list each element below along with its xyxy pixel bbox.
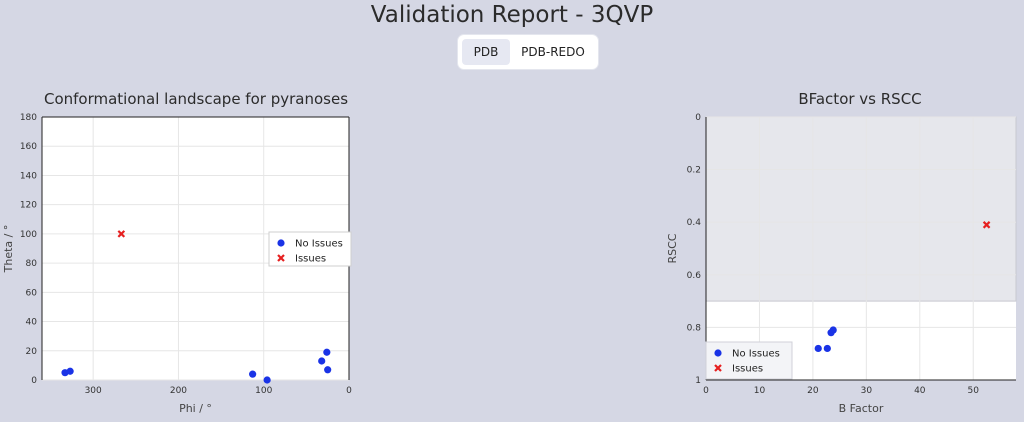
- x-tick-label: 20: [807, 386, 819, 396]
- legend-label: No Issues: [732, 349, 780, 360]
- x-tick-label: 0: [703, 386, 709, 396]
- y-tick-label: 0: [695, 113, 701, 123]
- x-tick-label: 30: [861, 386, 873, 396]
- data-point: [318, 357, 326, 365]
- y-axis-title: RSCC: [666, 233, 679, 263]
- data-point: [263, 376, 271, 384]
- legend-marker: [277, 239, 285, 247]
- data-point: [829, 326, 837, 334]
- shaded-region: [705, 116, 1017, 302]
- y-tick-label: 140: [20, 171, 37, 181]
- legend-label: Issues: [295, 254, 326, 265]
- y-tick-label: 0.2: [687, 166, 701, 176]
- bfactor-rscc-chart: BFactor vs RSCC 0 10 20 30 40 50 0 0.2 0.4 0.6 0.8 1…: [666, 90, 1017, 415]
- marker-stroke: [714, 364, 722, 372]
- conformational-landscape-chart: Conformational landscape for pyranoses 30…: [2, 90, 352, 415]
- marker-stroke: [982, 221, 991, 229]
- x-tick-label: 0: [346, 386, 352, 396]
- data-point: [814, 344, 822, 353]
- y-tick-label: 40: [26, 318, 38, 328]
- x-axis-title: B Factor: [839, 402, 884, 415]
- y-tick-label: 160: [20, 142, 37, 152]
- legend-marker: [277, 254, 285, 262]
- y-tick-label: 180: [20, 113, 37, 123]
- y-tick-label: 0.4: [687, 218, 702, 228]
- x-axis-title: Phi / °: [179, 402, 212, 415]
- page-title: Validation Report - 3QVP: [370, 2, 654, 28]
- y-tick-label: 0: [31, 376, 37, 386]
- y-tick-label: 1: [695, 376, 701, 386]
- y-tick-label: 120: [20, 201, 37, 211]
- y-tick-label: 0.8: [687, 323, 702, 333]
- chart-title: Conformational landscape for pyranoses: [44, 90, 348, 108]
- y-tick-label: 20: [26, 347, 38, 357]
- tab-pdb-redo[interactable]: PDB-REDO: [521, 45, 585, 59]
- legend-marker: [714, 349, 722, 357]
- issue-point: [117, 230, 126, 238]
- data-point: [823, 344, 831, 353]
- issue-point: [982, 221, 991, 229]
- y-tick-label: 100: [20, 230, 37, 240]
- marker-stroke: [277, 254, 285, 262]
- series-issues: [982, 221, 991, 229]
- x-tick-label: 300: [85, 386, 102, 396]
- y-axis-title: Theta / °: [2, 225, 15, 274]
- tab-pdb[interactable]: PDB: [462, 39, 510, 65]
- marker-stroke: [117, 230, 126, 238]
- source-tabs: PDB PDB-REDO: [458, 35, 598, 69]
- legend-label: Issues: [732, 364, 763, 375]
- data-point: [249, 370, 257, 378]
- data-point: [323, 348, 331, 356]
- x-tick-label: 100: [255, 386, 272, 396]
- legend-label: No Issues: [295, 239, 343, 250]
- x-tick-label: 50: [968, 386, 980, 396]
- y-tick-label: 0.6: [687, 271, 702, 281]
- y-tick-label: 60: [26, 288, 38, 298]
- x-tick-label: 200: [170, 386, 187, 396]
- series-issues: [117, 230, 126, 238]
- data-point: [66, 367, 74, 375]
- legend-box: [705, 341, 793, 380]
- legend-marker: [714, 364, 722, 372]
- y-tick-label: 80: [26, 259, 38, 269]
- series-no-issues: [61, 348, 332, 384]
- data-point: [324, 366, 332, 374]
- chart-title: BFactor vs RSCC: [798, 90, 921, 108]
- x-tick-label: 40: [914, 386, 926, 396]
- x-tick-label: 10: [754, 386, 766, 396]
